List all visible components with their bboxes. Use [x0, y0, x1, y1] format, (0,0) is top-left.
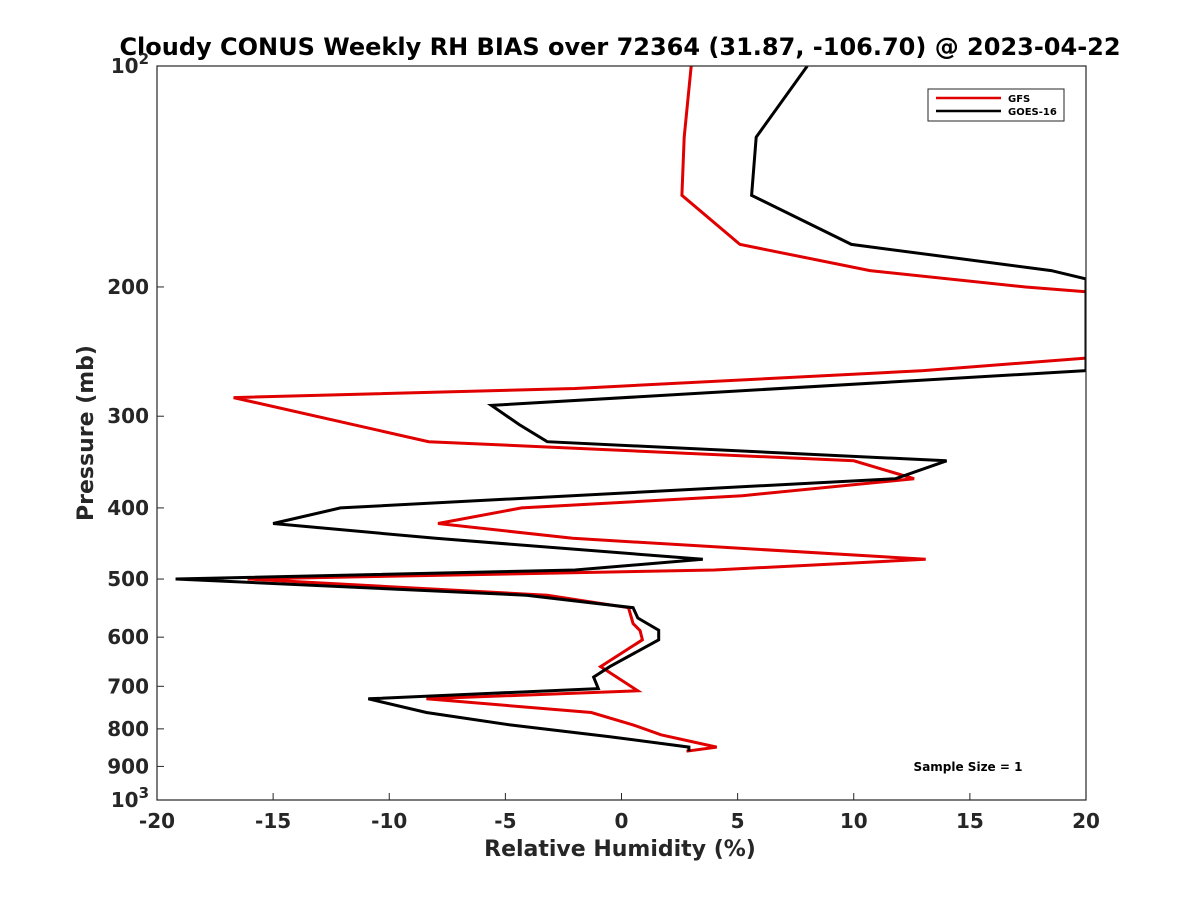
y-tick-label: 200	[107, 275, 149, 299]
x-tick-label: -20	[139, 809, 175, 833]
x-axis-label: Relative Humidity (%)	[484, 837, 756, 862]
y-axis-label: Pressure (mb)	[74, 345, 99, 521]
legend-label-gfs: GFS	[1008, 94, 1030, 105]
legend-label-goes16: GOES-16	[1008, 107, 1057, 118]
y-tick-label: 300	[107, 404, 149, 428]
y-tick-label: 400	[107, 496, 149, 520]
y-tick-label: 102	[111, 50, 149, 78]
x-tick-label: 5	[731, 809, 745, 833]
legend-box	[927, 88, 1065, 122]
series-lines	[175, 66, 1086, 753]
x-tick-label: 10	[840, 809, 868, 833]
y-tick-label: 900	[107, 754, 149, 778]
plot-frame	[156, 65, 1087, 801]
y-tick-label: 500	[107, 567, 149, 591]
y-tick-label: 700	[107, 674, 149, 698]
sample-size-annotation: Sample Size = 1	[914, 760, 1023, 774]
x-tick-label: -5	[494, 809, 516, 833]
axis-ticks: -20 -15 -10 -5 0 5 10 15 20 102 200 300 400 500 600 700…	[107, 50, 1100, 833]
y-tick-label: 800	[107, 717, 149, 741]
x-tick-label: -10	[371, 809, 407, 833]
y-tick-label: 103	[111, 784, 149, 812]
y-tick-label: 600	[107, 625, 149, 649]
x-tick-label: 15	[956, 809, 984, 833]
series-line-goes16	[175, 66, 1086, 752]
series-line-gfs	[233, 66, 1086, 753]
chart-title: Cloudy CONUS Weekly RH BIAS over 72364 (…	[119, 33, 1120, 61]
legend: GFS GOES-16	[927, 88, 1065, 122]
x-tick-label: 20	[1072, 809, 1100, 833]
x-tick-label: 0	[615, 809, 629, 833]
x-tick-label: -15	[255, 809, 291, 833]
